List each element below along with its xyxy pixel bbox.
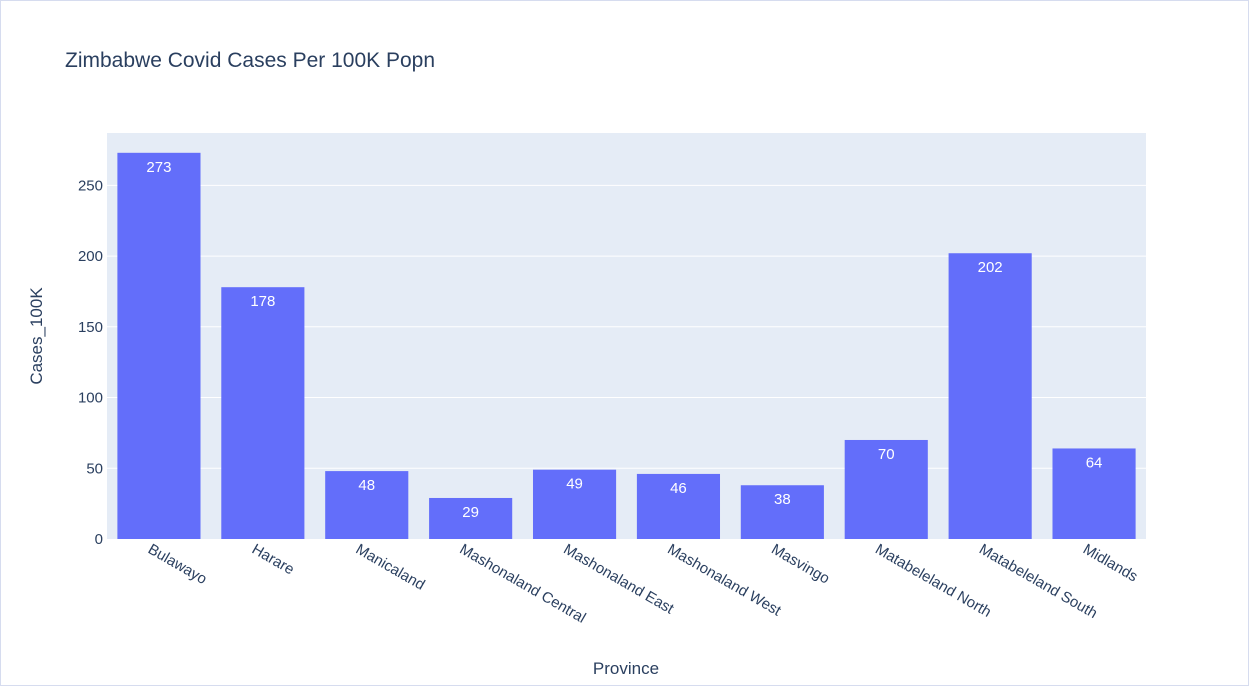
bar-mashonaland-east	[532, 469, 617, 539]
x-axis-ticks: Bulawayo Harare Manicaland Mashonaland Cent…	[145, 541, 1141, 627]
bar-value-label: 202	[978, 259, 1003, 276]
y-tick-label: 150	[78, 319, 103, 336]
bar-harare	[221, 287, 305, 539]
bar-masvingo	[740, 485, 824, 539]
bars: 273 178 48 29 49 46 38 70 202 64	[117, 152, 1136, 539]
y-tick-label: 200	[78, 248, 103, 265]
bar-value-label: 29	[462, 504, 479, 521]
chart-title: Zimbabwe Covid Cases Per 100K Popn	[65, 49, 435, 72]
bar-value-label: 273	[146, 159, 171, 176]
y-tick-label: 250	[78, 177, 103, 194]
bar-matabeleland-south	[948, 253, 1032, 539]
bar-mashonaland-west	[636, 473, 721, 539]
bar-matabeleland-north	[844, 439, 928, 539]
bar-midlands	[1052, 448, 1136, 539]
bar-manicaland	[325, 471, 409, 539]
x-tick-label: Bulawayo	[145, 541, 210, 588]
x-tick-label: Mashonaland West	[664, 541, 784, 620]
bar-value-label: 64	[1086, 454, 1103, 471]
x-axis-title: Province	[593, 659, 659, 678]
y-tick-label: 100	[78, 390, 103, 407]
x-tick-label: Midlands	[1080, 541, 1140, 586]
bar-value-label: 38	[774, 491, 791, 508]
x-tick-label: Harare	[249, 541, 297, 579]
bar-value-label: 49	[566, 476, 583, 493]
x-tick-label: Manicaland	[353, 541, 428, 594]
bar-value-label: 70	[878, 446, 895, 463]
y-tick-label: 50	[86, 460, 103, 477]
bar-value-label: 46	[670, 480, 687, 497]
x-tick-label: Masvingo	[768, 541, 832, 588]
y-axis-title: Cases_100K	[27, 287, 46, 385]
bar-mashonaland-central	[429, 497, 513, 539]
bar-bulawayo	[117, 152, 201, 539]
x-tick-label: Matabeleland North	[872, 541, 994, 621]
bar-value-label: 48	[358, 477, 375, 494]
bar-value-label: 178	[250, 293, 275, 310]
y-tick-label: 0	[95, 531, 103, 548]
y-axis-ticks: 0 50 100 150 200 250	[78, 177, 103, 548]
